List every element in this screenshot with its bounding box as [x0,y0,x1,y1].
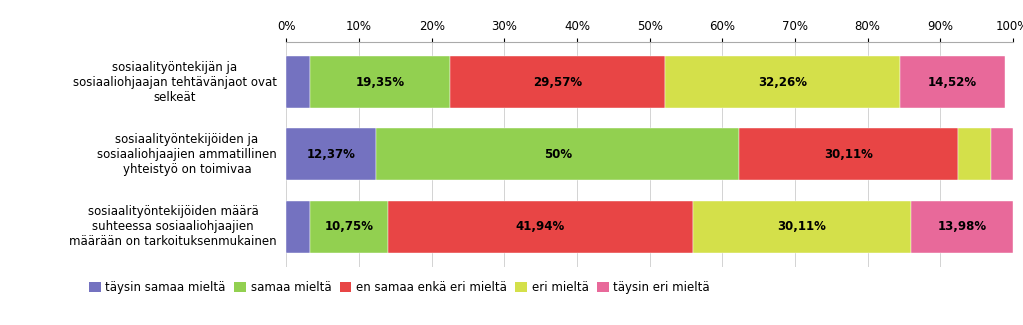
Bar [991,128,1013,180]
Bar [286,56,310,108]
Bar [899,56,1005,108]
Text: 41,94%: 41,94% [516,220,565,233]
Text: 32,26%: 32,26% [758,75,807,88]
Bar [911,201,1013,253]
Bar [959,128,991,180]
Bar [693,201,911,253]
Text: 29,57%: 29,57% [533,75,582,88]
Bar [665,56,899,108]
Text: 10,75%: 10,75% [324,220,373,233]
Text: 12,37%: 12,37% [307,148,356,161]
Bar [286,128,376,180]
Bar [376,128,740,180]
Text: 14,52%: 14,52% [928,75,977,88]
Bar [310,201,388,253]
Text: 30,11%: 30,11% [777,220,827,233]
Text: 19,35%: 19,35% [356,75,405,88]
Text: 30,11%: 30,11% [825,148,874,161]
Bar [740,128,959,180]
Legend: täysin samaa mieltä, samaa mieltä, en samaa enkä eri mieltä, eri mieltä, täysin : täysin samaa mieltä, samaa mieltä, en sa… [89,281,710,294]
Bar [388,201,693,253]
Bar [310,56,450,108]
Text: 50%: 50% [544,148,572,161]
Bar [450,56,665,108]
Text: 13,98%: 13,98% [937,220,986,233]
Bar [286,201,310,253]
